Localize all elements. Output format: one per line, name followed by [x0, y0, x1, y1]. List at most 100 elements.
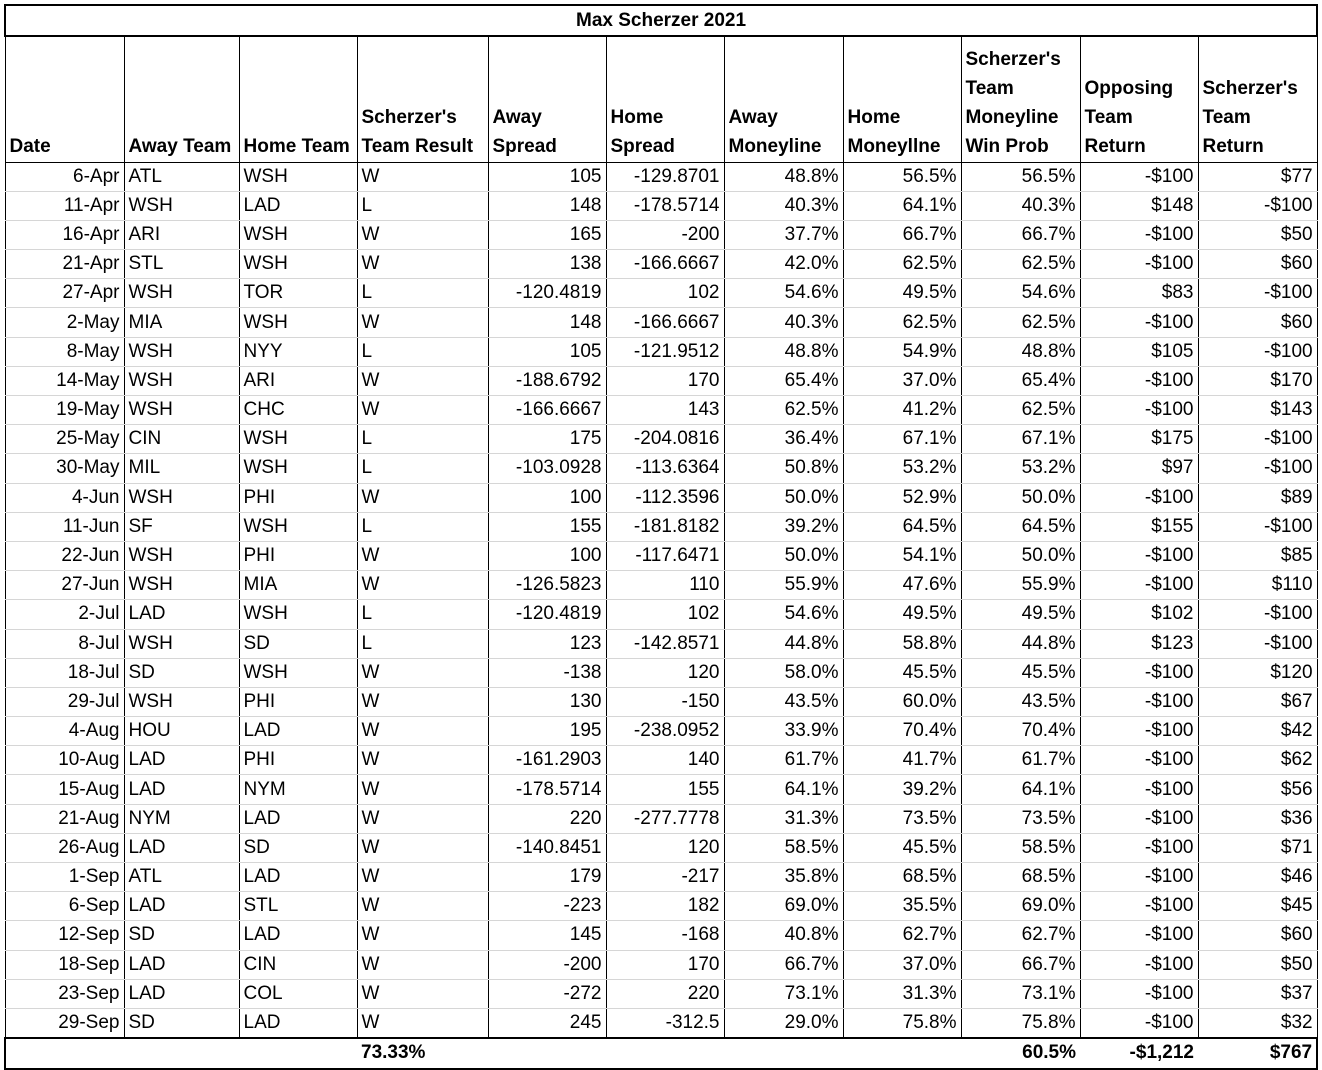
cell-away-team[interactable]: WSH	[123, 629, 240, 659]
cell-home-spread[interactable]: -277.7778	[605, 804, 725, 834]
cell-team-return[interactable]: $42	[1197, 716, 1318, 747]
cell-date[interactable]: 21-Aug	[4, 804, 125, 834]
column-header-win-prob[interactable]: Scherzer's Team Moneyline Win Prob	[960, 36, 1081, 163]
cell-home-team[interactable]: NYM	[238, 774, 358, 805]
cell-team-return[interactable]: $60	[1197, 307, 1318, 338]
cell-away-moneyline[interactable]: 64.1%	[723, 774, 844, 805]
cell-away-team[interactable]: LAD	[123, 774, 240, 805]
cell-away-team[interactable]: WSH	[123, 570, 240, 601]
cell-away-team[interactable]: SF	[123, 512, 240, 542]
cell-home-spread[interactable]: -238.0952	[605, 716, 725, 747]
cell-team-result[interactable]: W	[356, 862, 489, 893]
cell-team-result[interactable]: L	[356, 278, 489, 309]
cell-opposing-return[interactable]: -$100	[1079, 483, 1199, 513]
column-header-date[interactable]: Date	[4, 36, 125, 163]
cell-home-moneyline[interactable]: 41.7%	[842, 745, 962, 776]
cell-home-team[interactable]: PHI	[238, 745, 358, 776]
cell-win-prob[interactable]: 54.6%	[960, 278, 1081, 309]
cell-date[interactable]: 29-Sep	[4, 1008, 125, 1039]
cell-away-spread[interactable]: 105	[487, 337, 607, 367]
cell-date[interactable]: 8-May	[4, 337, 125, 367]
cell-opposing-return[interactable]: -$100	[1079, 716, 1199, 747]
cell-team-result[interactable]: W	[356, 716, 489, 747]
cell-away-team[interactable]: WSH	[123, 483, 240, 513]
cell-home-team[interactable]: WSH	[238, 658, 358, 688]
cell-home-moneyline[interactable]: 64.5%	[842, 512, 962, 542]
total-away-team[interactable]	[124, 1036, 239, 1070]
cell-opposing-return[interactable]: -$100	[1079, 950, 1199, 980]
cell-home-moneyline[interactable]: 47.6%	[842, 570, 962, 601]
cell-away-moneyline[interactable]: 54.6%	[723, 278, 844, 309]
cell-team-result[interactable]: L	[356, 599, 489, 630]
cell-home-spread[interactable]: 182	[605, 891, 725, 922]
cell-away-team[interactable]: NYM	[123, 804, 240, 834]
cell-win-prob[interactable]: 53.2%	[960, 453, 1081, 484]
cell-win-prob[interactable]: 48.8%	[960, 337, 1081, 367]
cell-home-moneyline[interactable]: 70.4%	[842, 716, 962, 747]
cell-win-prob[interactable]: 50.0%	[960, 483, 1081, 513]
cell-away-moneyline[interactable]: 65.4%	[723, 366, 844, 397]
cell-team-return[interactable]: -$100	[1197, 629, 1318, 659]
cell-opposing-return[interactable]: -$100	[1079, 687, 1199, 718]
column-header-away-team[interactable]: Away Team	[123, 36, 240, 163]
cell-win-prob[interactable]: 56.5%	[960, 162, 1081, 192]
cell-home-spread[interactable]: -113.6364	[605, 453, 725, 484]
cell-away-spread[interactable]: -178.5714	[487, 774, 607, 805]
cell-team-return[interactable]: $170	[1197, 366, 1318, 397]
column-header-team-return[interactable]: Scherzer's Team Return	[1197, 36, 1318, 163]
cell-home-team[interactable]: WSH	[238, 453, 358, 484]
cell-team-return[interactable]: -$100	[1197, 337, 1318, 367]
cell-team-return[interactable]: $60	[1197, 249, 1318, 280]
cell-home-moneyline[interactable]: 54.1%	[842, 541, 962, 572]
cell-away-moneyline[interactable]: 31.3%	[723, 804, 844, 834]
cell-home-team[interactable]: LAD	[238, 716, 358, 747]
cell-date[interactable]: 27-Apr	[4, 278, 125, 309]
cell-opposing-return[interactable]: -$100	[1079, 774, 1199, 805]
cell-away-spread[interactable]: -166.6667	[487, 395, 607, 426]
cell-team-return[interactable]: $77	[1197, 162, 1318, 192]
cell-home-moneyline[interactable]: 31.3%	[842, 979, 962, 1009]
cell-away-spread[interactable]: 148	[487, 307, 607, 338]
cell-home-team[interactable]: WSH	[238, 307, 358, 338]
cell-away-spread[interactable]: -188.6792	[487, 366, 607, 397]
cell-date[interactable]: 6-Apr	[4, 162, 125, 192]
cell-team-result[interactable]: W	[356, 249, 489, 280]
cell-team-result[interactable]: W	[356, 687, 489, 718]
cell-team-result[interactable]: L	[356, 191, 489, 221]
cell-away-spread[interactable]: 245	[487, 1008, 607, 1039]
total-opposing-return[interactable]: -$1,212	[1080, 1036, 1198, 1070]
cell-home-spread[interactable]: -117.6471	[605, 541, 725, 572]
cell-date[interactable]: 11-Jun	[4, 512, 125, 542]
cell-away-team[interactable]: HOU	[123, 716, 240, 747]
cell-team-result[interactable]: W	[356, 395, 489, 426]
cell-away-moneyline[interactable]: 66.7%	[723, 950, 844, 980]
cell-home-team[interactable]: PHI	[238, 687, 358, 718]
cell-home-team[interactable]: WSH	[238, 599, 358, 630]
cell-opposing-return[interactable]: $102	[1079, 599, 1199, 630]
cell-date[interactable]: 8-Jul	[4, 629, 125, 659]
cell-team-result[interactable]: W	[356, 483, 489, 513]
cell-away-team[interactable]: ATL	[123, 862, 240, 893]
cell-home-spread[interactable]: 143	[605, 395, 725, 426]
column-header-home-spread[interactable]: Home Spread	[605, 36, 725, 163]
cell-home-team[interactable]: CIN	[238, 950, 358, 980]
cell-home-team[interactable]: CHC	[238, 395, 358, 426]
cell-team-return[interactable]: $71	[1197, 833, 1318, 864]
cell-team-return[interactable]: $110	[1197, 570, 1318, 601]
cell-home-moneyline[interactable]: 41.2%	[842, 395, 962, 426]
cell-home-spread[interactable]: 140	[605, 745, 725, 776]
cell-home-spread[interactable]: -150	[605, 687, 725, 718]
cell-date[interactable]: 29-Jul	[4, 687, 125, 718]
cell-away-moneyline[interactable]: 33.9%	[723, 716, 844, 747]
cell-opposing-return[interactable]: -$100	[1079, 249, 1199, 280]
cell-away-spread[interactable]: -138	[487, 658, 607, 688]
cell-team-return[interactable]: -$100	[1197, 278, 1318, 309]
cell-opposing-return[interactable]: -$100	[1079, 220, 1199, 251]
cell-team-return[interactable]: $89	[1197, 483, 1318, 513]
cell-team-result[interactable]: W	[356, 950, 489, 980]
cell-home-team[interactable]: TOR	[238, 278, 358, 309]
cell-away-moneyline[interactable]: 39.2%	[723, 512, 844, 542]
cell-home-spread[interactable]: -168	[605, 920, 725, 951]
cell-date[interactable]: 1-Sep	[4, 862, 125, 893]
cell-home-team[interactable]: PHI	[238, 541, 358, 572]
